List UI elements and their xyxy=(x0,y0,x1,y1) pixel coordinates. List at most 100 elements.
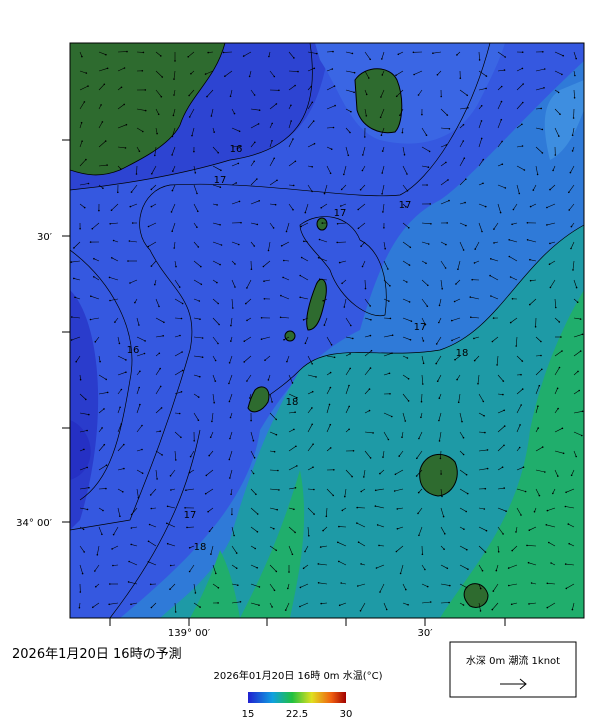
arrow-head xyxy=(182,370,184,372)
arrow-head xyxy=(94,570,96,572)
arrow-head xyxy=(370,457,372,459)
arrow-head xyxy=(504,69,506,71)
arrow-head xyxy=(158,114,160,116)
arrow-head xyxy=(342,510,344,512)
arrow-head xyxy=(380,117,382,119)
arrow-head xyxy=(201,284,203,286)
arrow-head xyxy=(407,357,409,359)
arrow-head xyxy=(113,534,115,536)
arrow-head xyxy=(522,51,524,53)
contour-label: 17 xyxy=(399,200,412,211)
arrow-head xyxy=(300,587,302,589)
arrow-head xyxy=(465,178,467,180)
arrow-head xyxy=(169,588,171,590)
arrow-head xyxy=(522,145,524,147)
arrow-head xyxy=(340,205,342,207)
colorbar-tick-label: 15 xyxy=(242,709,255,720)
arrow-head xyxy=(389,373,391,375)
arrow-head xyxy=(322,530,324,532)
arrow-head xyxy=(572,609,574,611)
arrow-head xyxy=(515,531,517,533)
arrow-head xyxy=(195,172,197,174)
arrow-head xyxy=(136,173,138,175)
arrow-head xyxy=(496,570,498,572)
arrow-head xyxy=(565,492,567,494)
arrow-head xyxy=(121,423,123,425)
arrow-head xyxy=(254,245,256,247)
arrow-head xyxy=(324,193,326,195)
arrow-head xyxy=(546,524,548,526)
arrow-head xyxy=(85,399,87,401)
arrow-head xyxy=(387,268,389,270)
arrow-head xyxy=(206,96,208,98)
arrow-head xyxy=(199,606,201,608)
contour-label: 17 xyxy=(414,322,427,333)
arrow-head xyxy=(249,397,251,399)
arrow-head xyxy=(109,300,111,302)
arrow-head xyxy=(263,280,265,282)
arrow-head xyxy=(86,467,88,469)
arrow-head xyxy=(351,476,353,478)
arrow-head xyxy=(421,401,423,403)
arrow-head xyxy=(360,189,362,191)
arrow-head xyxy=(471,279,473,281)
arrow-head xyxy=(286,231,288,233)
arrow-head xyxy=(230,96,232,98)
arrow-head xyxy=(391,352,393,354)
arrow-head xyxy=(365,288,367,290)
arrow-head xyxy=(314,143,316,145)
arrow-head xyxy=(111,548,113,550)
arrow-head xyxy=(513,209,515,211)
arrow-head xyxy=(441,288,443,290)
arrow-head xyxy=(465,225,467,227)
lon-label: 139° 00′ xyxy=(168,628,211,639)
arrow-head xyxy=(174,60,176,62)
arrow-head xyxy=(348,155,350,157)
arrow-head xyxy=(219,224,221,226)
arrow-head xyxy=(557,475,559,477)
arrow-head xyxy=(397,508,399,510)
arrow-head xyxy=(87,509,89,511)
arrow-head xyxy=(210,436,212,438)
arrow-head xyxy=(217,343,219,345)
arrow-head xyxy=(189,571,191,573)
arrow-head xyxy=(464,202,466,204)
arrow-head xyxy=(114,321,116,323)
arrow-head xyxy=(181,318,183,320)
arrow-head xyxy=(575,58,577,60)
arrow-head xyxy=(294,532,296,534)
arrow-head xyxy=(85,159,87,161)
arrow-head xyxy=(528,603,530,605)
arrow-head xyxy=(271,123,273,125)
arrow-head xyxy=(338,561,340,563)
arrow-head xyxy=(184,507,186,509)
arrow-head xyxy=(280,295,282,297)
arrow-head xyxy=(429,151,431,153)
arrow-head xyxy=(537,427,539,429)
arrow-head xyxy=(215,380,217,382)
arrow-head xyxy=(349,368,351,370)
arrow-head xyxy=(332,495,334,497)
arrow-head xyxy=(97,554,99,556)
arrow-head xyxy=(199,300,201,302)
arrow-head xyxy=(229,362,231,364)
arrow-head xyxy=(258,123,260,125)
arrow-head xyxy=(381,193,383,195)
arrow-head xyxy=(229,459,231,461)
arrow-head xyxy=(577,301,579,303)
arrow-head xyxy=(510,276,512,278)
arrow-head xyxy=(503,410,505,412)
arrow-head xyxy=(305,343,307,345)
arrow-head xyxy=(334,85,336,87)
arrow-head xyxy=(93,276,95,278)
arrow-head xyxy=(151,189,153,191)
arrow-head xyxy=(360,563,362,565)
arrow-head xyxy=(571,226,573,228)
arrow-head xyxy=(537,174,539,176)
arrow-head xyxy=(370,335,372,337)
arrow-head xyxy=(278,90,280,92)
arrow-head xyxy=(111,209,113,211)
arrow-head xyxy=(581,435,583,437)
